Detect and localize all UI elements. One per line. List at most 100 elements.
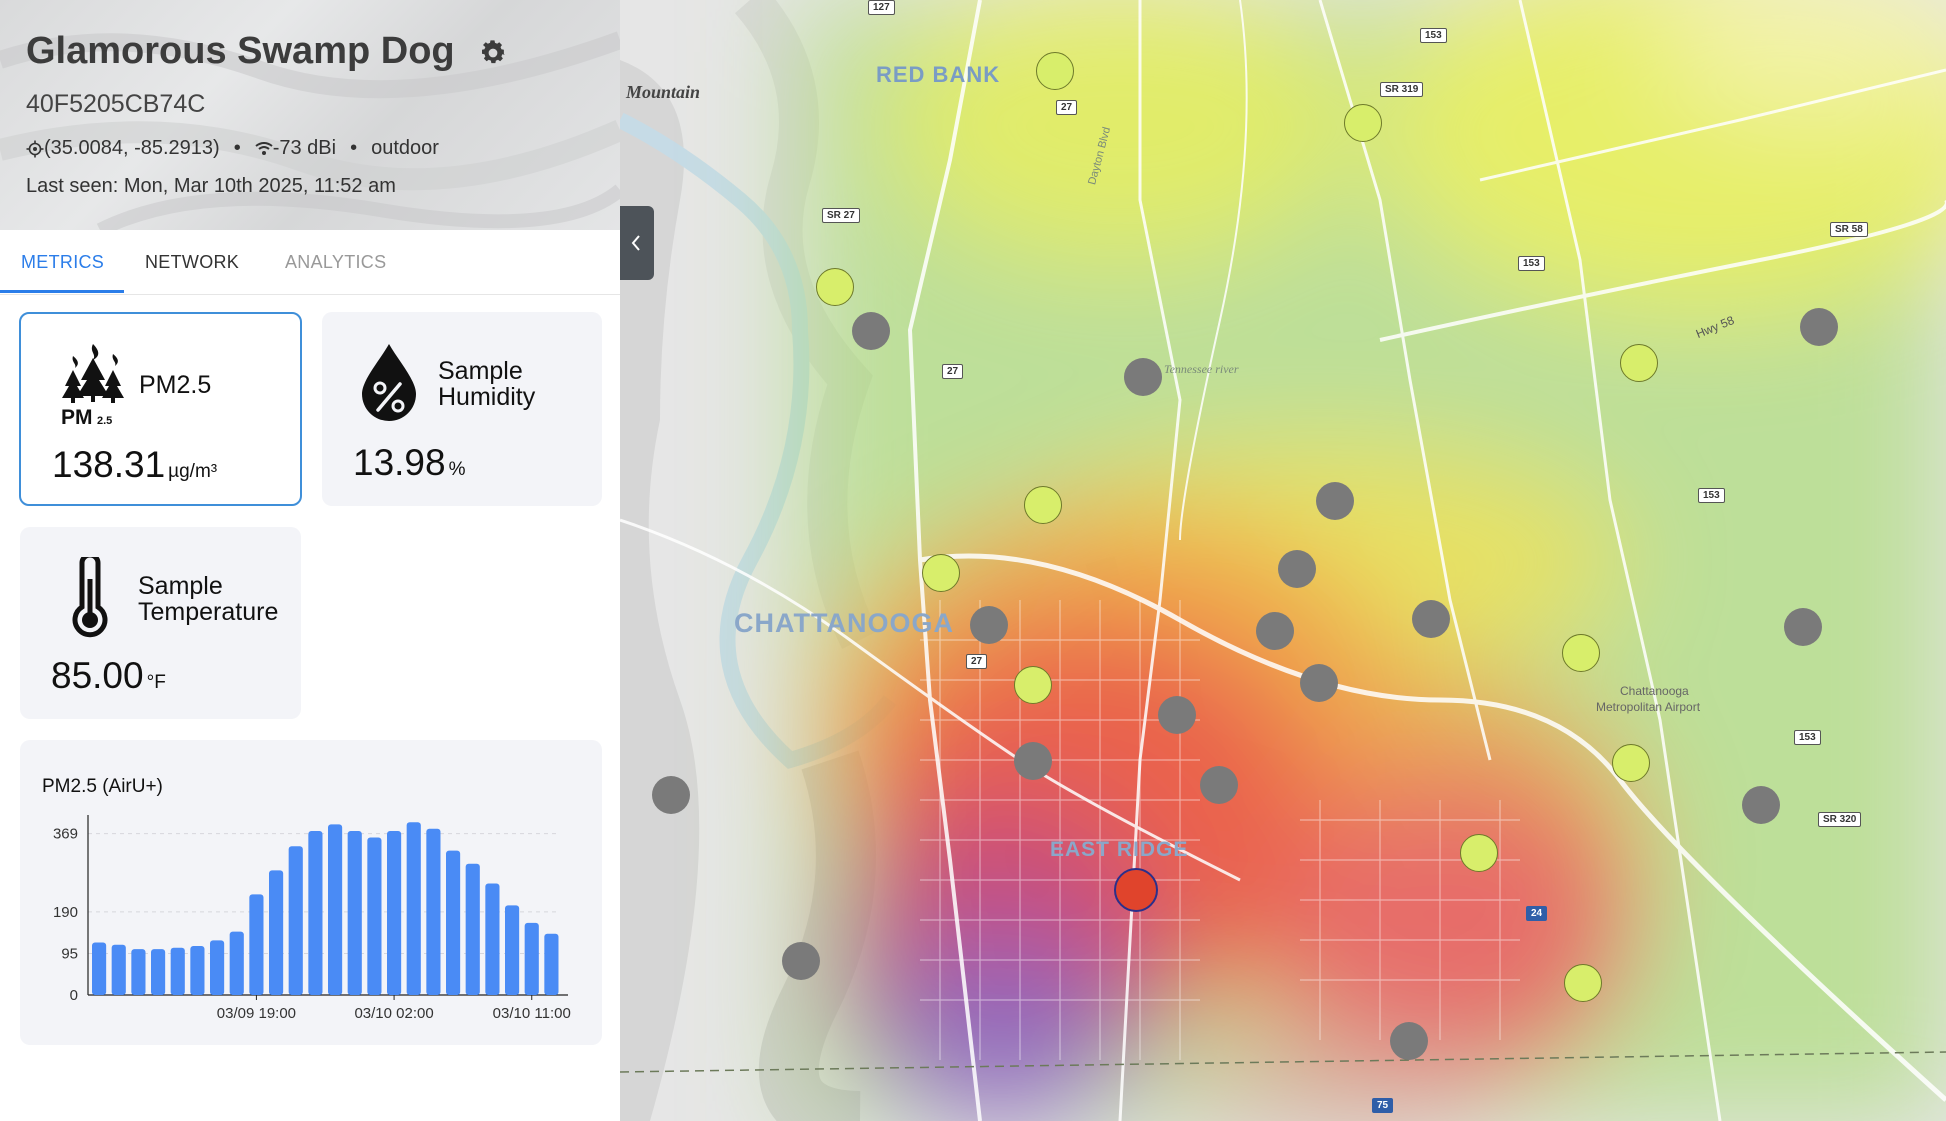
device-panel: Glamorous Swamp Dog 40F5205CB74C (35.008… (0, 0, 620, 1121)
humidity-value-row: 13.98% (353, 442, 466, 484)
sensor-marker-gray[interactable] (1800, 308, 1838, 346)
chart-bar[interactable] (170, 947, 185, 995)
pm25-bar-chart[interactable]: 0 95 190 369 03/09 19:00 03/10 02:00 03/10 11:… (20, 740, 602, 1045)
road-shield: 153 (1698, 488, 1725, 503)
chart-bar[interactable] (92, 942, 107, 996)
road-shield: SR 27 (822, 208, 860, 223)
sensor-marker-green[interactable] (1564, 964, 1602, 1002)
chart-bar[interactable] (347, 830, 362, 995)
sensor-marker-green[interactable] (1562, 634, 1600, 672)
thermometer-icon (72, 557, 108, 638)
road-shield: 27 (942, 364, 964, 379)
temperature-unit: °F (146, 672, 166, 693)
sensor-marker-gray[interactable] (1278, 550, 1316, 588)
interstate-shield: 75 (1372, 1098, 1394, 1113)
place-label-airport-line2: Metropolitan Airport (1596, 700, 1701, 714)
chart-bar[interactable] (269, 870, 284, 995)
chart-bar[interactable] (249, 894, 264, 995)
pm25-value: 138.31 (52, 444, 166, 485)
sensor-marker-gray[interactable] (970, 606, 1008, 644)
chart-title: PM2.5 (AirU+) (42, 776, 163, 797)
sensor-marker-green[interactable] (1612, 744, 1650, 782)
chart-bar[interactable] (229, 931, 244, 995)
sensor-marker-gray[interactable] (1124, 358, 1162, 396)
temperature-value: 85.00 (51, 655, 144, 696)
device-coordinates: (35.0084, -85.2913) (44, 137, 220, 159)
chart-bar[interactable] (524, 922, 539, 995)
chart-bar[interactable] (465, 863, 480, 995)
tab-metrics[interactable]: METRICS (21, 252, 105, 272)
downtown-grid (920, 600, 1520, 1060)
pm25-value-row: 138.31 µg/m³ (52, 444, 217, 486)
sensor-marker-gray[interactable] (1316, 482, 1354, 520)
sensor-marker-gray[interactable] (1742, 786, 1780, 824)
sensor-marker-selected[interactable] (1114, 868, 1158, 912)
sensor-marker-green[interactable] (922, 554, 960, 592)
chart-bar[interactable] (505, 905, 520, 995)
sensor-marker-green[interactable] (1014, 666, 1052, 704)
pm25-icon-text: PM (61, 406, 93, 426)
sensor-marker-gray[interactable] (652, 776, 690, 814)
road-shield: SR 320 (1818, 812, 1862, 827)
state-border (620, 1051, 1946, 1073)
chart-bar[interactable] (190, 946, 205, 995)
sensor-marker-gray[interactable] (1158, 696, 1196, 734)
humidity-label-line1: Sample (438, 357, 523, 385)
chart-bar[interactable] (387, 830, 402, 995)
place-label-airport-line1: Chattanooga (1620, 684, 1689, 698)
humidity-label: Sample Humidity (438, 358, 535, 410)
sensor-marker-green[interactable] (1460, 834, 1498, 872)
humidity-drop-icon (362, 344, 416, 421)
chart-bar[interactable] (485, 883, 500, 995)
sensor-marker-green[interactable] (1620, 344, 1658, 382)
device-placement: outdoor (371, 137, 439, 159)
place-label-river: Tennessee river (1164, 362, 1239, 376)
chart-bar[interactable] (446, 850, 461, 995)
sensor-marker-gray[interactable] (1300, 664, 1338, 702)
meta-separator: • (233, 137, 241, 159)
temperature-label-line2: Temperature (138, 598, 279, 626)
place-label-chattanooga: CHATTANOOGA (734, 608, 954, 638)
gear-icon[interactable] (478, 38, 508, 68)
sensor-marker-gray[interactable] (1256, 612, 1294, 650)
sensor-marker-gray[interactable] (1784, 608, 1822, 646)
sensor-marker-green[interactable] (1036, 52, 1074, 90)
chart-bar[interactable] (131, 949, 146, 995)
chart-bar[interactable] (308, 830, 323, 995)
sensor-marker-gray[interactable] (1390, 1022, 1428, 1060)
tab-analytics[interactable]: ANALYTICS (285, 252, 387, 272)
chart-bar[interactable] (328, 824, 343, 995)
metric-card-pm25[interactable]: PM 2.5 PM2.5 138.31 µg/m³ (19, 312, 302, 506)
chart-bar[interactable] (544, 933, 559, 995)
metric-card-humidity[interactable]: Sample Humidity 13.98% (322, 312, 602, 506)
sensor-marker-gray[interactable] (782, 942, 820, 980)
sensor-marker-green[interactable] (1024, 486, 1062, 524)
sensor-marker-green[interactable] (1344, 104, 1382, 142)
chart-bar[interactable] (426, 828, 441, 995)
sensor-marker-gray[interactable] (852, 312, 890, 350)
chart-bar[interactable] (151, 949, 166, 995)
chart-bar[interactable] (111, 944, 126, 995)
humidity-unit: % (448, 459, 466, 480)
collapse-panel-button[interactable] (620, 206, 654, 280)
interstate-shield: 24 (1526, 906, 1548, 921)
sensor-marker-gray[interactable] (1200, 766, 1238, 804)
chart-bar[interactable] (210, 940, 225, 995)
wildfire-pm25-icon: PM 2.5 (61, 344, 124, 426)
chart-bar[interactable] (288, 846, 303, 995)
last-seen: Last seen: Mon, Mar 10th 2025, 11:52 am (26, 175, 396, 197)
tab-network[interactable]: NETWORK (145, 252, 240, 272)
y-tick-label: 190 (53, 904, 78, 921)
metric-card-temperature[interactable]: Sample Temperature 85.00 °F (20, 527, 301, 719)
x-tick-label: 03/09 19:00 (217, 1005, 296, 1022)
chart-bar[interactable] (406, 822, 421, 995)
pm25-chart-card: PM2.5 (AirU+) 0 95 190 369 03/09 19:00 03/10 … (20, 740, 602, 1045)
meta-separator: • (350, 137, 358, 159)
chart-bar[interactable] (367, 837, 382, 996)
sensor-marker-green[interactable] (816, 268, 854, 306)
sensor-marker-gray[interactable] (1412, 600, 1450, 638)
map-view[interactable]: RED BANK CHATTANOOGA EAST RIDGE Mountain… (620, 0, 1946, 1121)
sensor-marker-gray[interactable] (1014, 742, 1052, 780)
road-shield: 153 (1794, 730, 1821, 745)
place-label-mountain: Mountain (626, 82, 701, 102)
